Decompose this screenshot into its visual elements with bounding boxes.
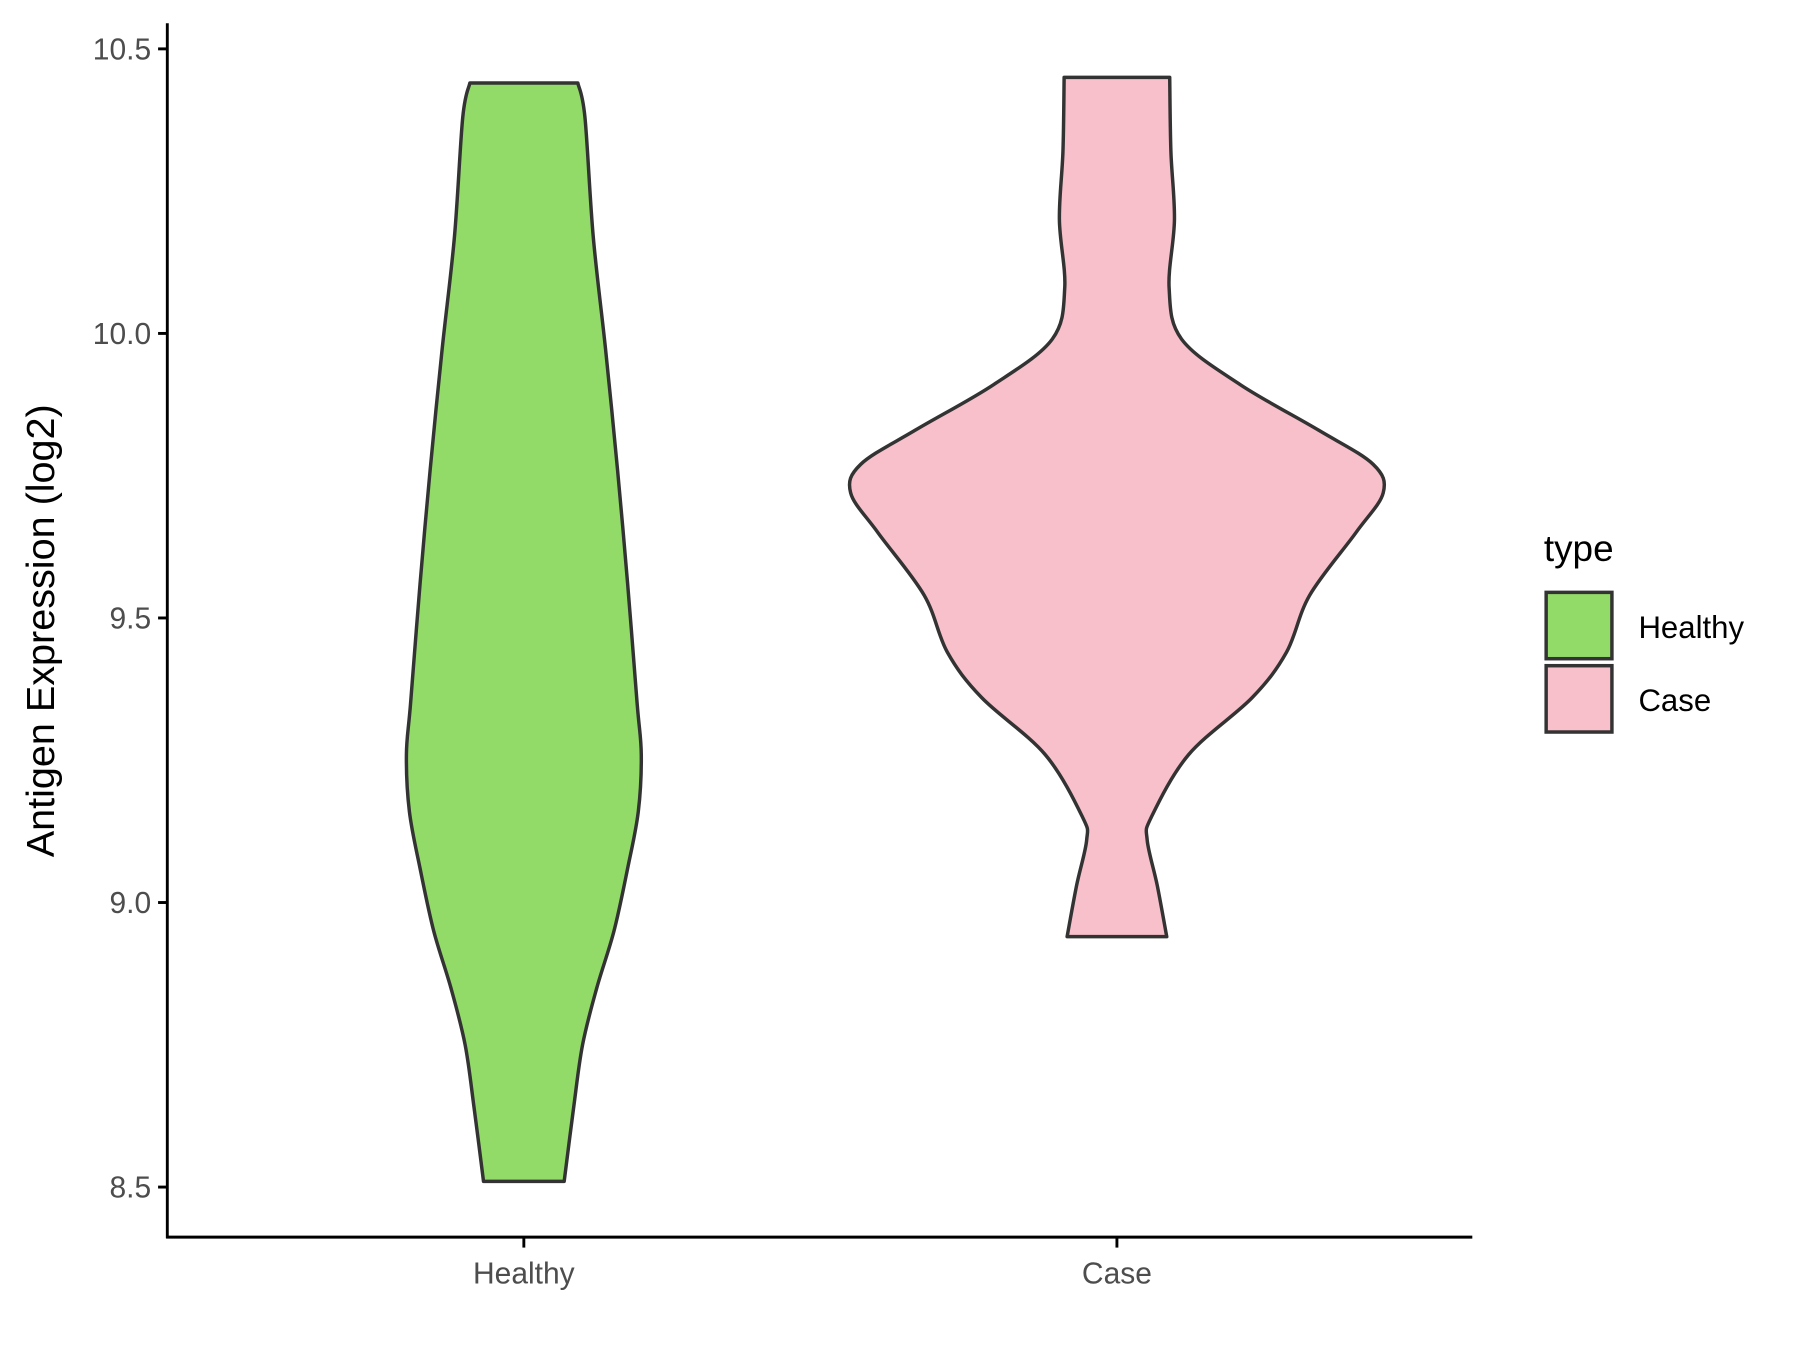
violin-healthy xyxy=(404,81,644,1184)
legend-key-case xyxy=(1544,663,1614,734)
y-axis-label: Antigen Expression (log2) xyxy=(19,404,63,857)
violins xyxy=(404,75,1387,1184)
y-tick-label: 9.5 xyxy=(109,602,151,635)
x-tick-label: Healthy xyxy=(473,1258,575,1291)
legend: Healthy Case xyxy=(1544,590,1744,734)
y-tick-label: 8.5 xyxy=(109,1171,151,1204)
legend-key-healthy xyxy=(1544,590,1614,661)
y-tick-label: 10.5 xyxy=(93,33,151,66)
y-tick-label: 9.0 xyxy=(109,887,151,920)
violin-case xyxy=(847,75,1387,939)
legend-title: type xyxy=(1544,527,1614,569)
legend-label: Case xyxy=(1638,683,1711,718)
y-ticks: 8.5 9.0 9.5 10.0 10.5 xyxy=(93,33,168,1205)
x-ticks: Healthy Case xyxy=(473,1237,1152,1291)
x-tick-label: Case xyxy=(1082,1258,1152,1291)
legend-label: Healthy xyxy=(1638,610,1744,645)
y-tick-label: 10.0 xyxy=(93,318,151,351)
